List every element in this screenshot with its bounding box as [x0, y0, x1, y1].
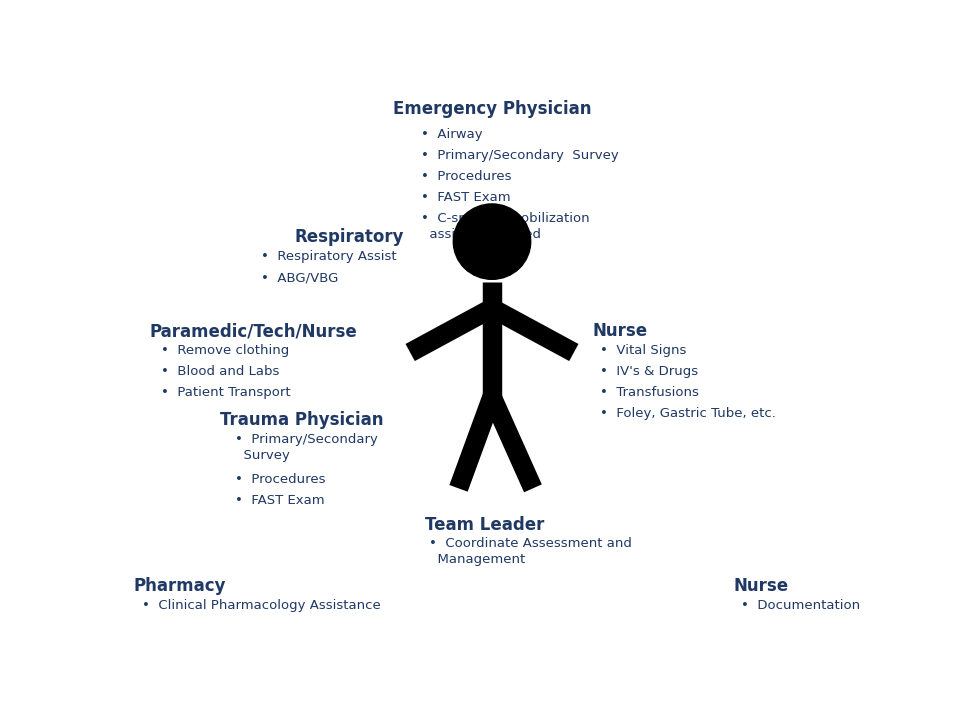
Text: Emergency Physician: Emergency Physician	[393, 100, 591, 118]
Text: •  Procedures: • Procedures	[235, 473, 325, 486]
Text: •  ABG/VBG: • ABG/VBG	[261, 271, 339, 284]
Text: •  FAST Exam: • FAST Exam	[421, 192, 511, 204]
Text: •  IV's & Drugs: • IV's & Drugs	[600, 365, 698, 378]
Text: Pharmacy: Pharmacy	[133, 577, 226, 595]
Text: •  Clinical Pharmacology Assistance: • Clinical Pharmacology Assistance	[142, 599, 381, 612]
Text: •  Foley, Gastric Tube, etc.: • Foley, Gastric Tube, etc.	[600, 408, 776, 420]
Text: •  FAST Exam: • FAST Exam	[235, 494, 324, 507]
Text: Team Leader: Team Leader	[425, 516, 544, 534]
Text: •  Transfusions: • Transfusions	[600, 387, 699, 400]
Text: •  Blood and Labs: • Blood and Labs	[161, 365, 279, 378]
Text: •  Documentation: • Documentation	[741, 599, 860, 612]
Text: Trauma Physician: Trauma Physician	[221, 410, 384, 428]
Text: •  Airway: • Airway	[421, 128, 483, 141]
Text: •  Primary/Secondary
  Survey: • Primary/Secondary Survey	[235, 433, 378, 462]
Text: •  Coordinate Assessment and
  Management: • Coordinate Assessment and Management	[429, 536, 632, 566]
Text: Respiratory: Respiratory	[295, 228, 404, 246]
Text: •  Primary/Secondary  Survey: • Primary/Secondary Survey	[421, 149, 619, 162]
Text: •  C-spine immobilization
  assist as needed: • C-spine immobilization assist as neede…	[421, 212, 590, 241]
Ellipse shape	[453, 204, 531, 279]
Text: Nurse: Nurse	[592, 322, 648, 340]
Text: •  Procedures: • Procedures	[421, 170, 512, 183]
Text: •  Vital Signs: • Vital Signs	[600, 344, 686, 357]
Text: Nurse: Nurse	[733, 577, 789, 595]
Text: •  Respiratory Assist: • Respiratory Assist	[261, 250, 397, 263]
Text: Paramedic/Tech/Nurse: Paramedic/Tech/Nurse	[150, 322, 357, 340]
Text: •  Patient Transport: • Patient Transport	[161, 387, 291, 400]
Text: •  Remove clothing: • Remove clothing	[161, 344, 289, 357]
